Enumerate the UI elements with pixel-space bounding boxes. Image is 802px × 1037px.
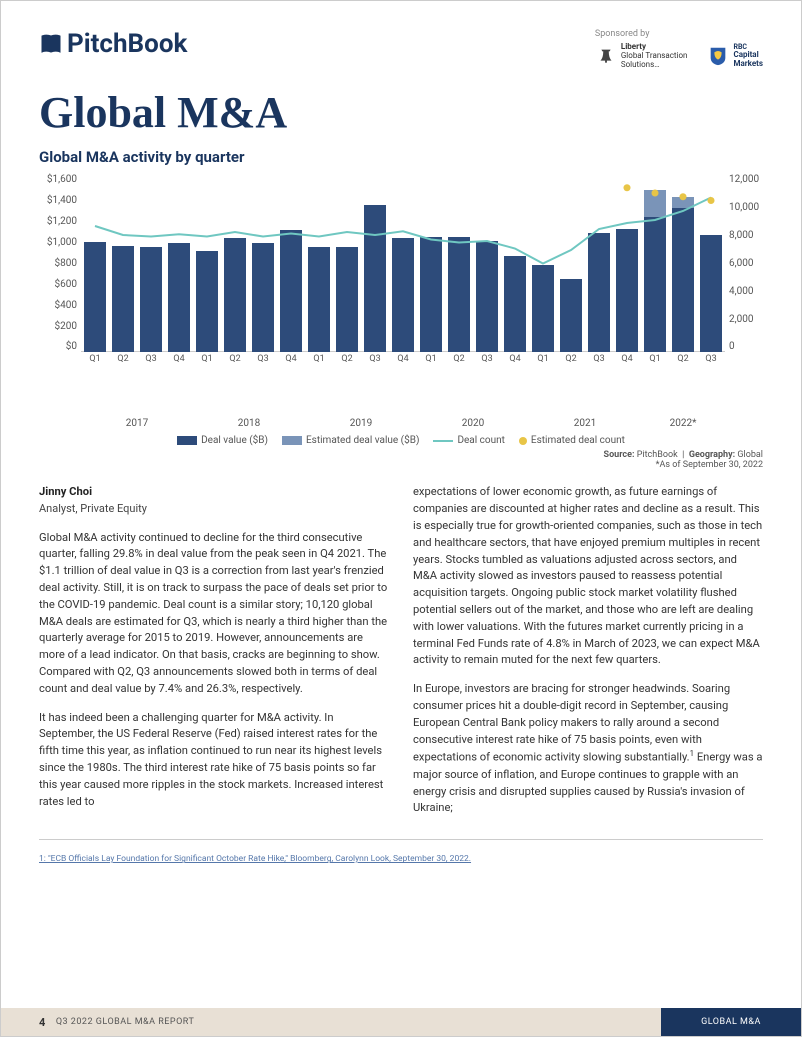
para: It has indeed been a challenging quarter… bbox=[39, 710, 389, 811]
y-axis-left: $1,600$1,400$1,200$1,000$800$600$400$200… bbox=[39, 172, 81, 352]
para: In Europe, investors are bracing for str… bbox=[413, 681, 763, 817]
header: PitchBook Sponsored by Liberty Global Tr… bbox=[39, 29, 763, 69]
plot-area: Q1Q2Q3Q4Q1Q2Q3Q4Q1Q2Q3Q4Q1Q2Q3Q4Q1Q2Q3Q4… bbox=[81, 172, 725, 372]
chart-legend: Deal value ($B) Estimated deal value ($B… bbox=[39, 435, 763, 446]
page-title: Global M&A bbox=[39, 87, 763, 138]
author-name: Jinny Choi bbox=[39, 484, 389, 501]
chart-title: Global M&A activity by quarter bbox=[39, 148, 763, 166]
pitchbook-logo: PitchBook bbox=[39, 29, 187, 59]
chart: $1,600$1,400$1,200$1,000$800$600$400$200… bbox=[39, 172, 763, 402]
sponsors: Sponsored by Liberty Global Transaction … bbox=[595, 29, 763, 69]
y-axis-right: 12,00010,0008,0006,0004,0002,0000 bbox=[725, 172, 763, 352]
sponsor-rbc: RBC Capital Markets bbox=[707, 44, 763, 69]
footnote-section: 1: "ECB Officials Lay Foundation for Sig… bbox=[39, 839, 763, 865]
sponsored-by-label: Sponsored by bbox=[595, 29, 763, 39]
body-text: Jinny Choi Analyst, Private Equity Globa… bbox=[39, 484, 763, 829]
brand-text: PitchBook bbox=[67, 29, 187, 59]
x-axis-quarters: Q1Q2Q3Q4Q1Q2Q3Q4Q1Q2Q3Q4Q1Q2Q3Q4Q1Q2Q3Q4… bbox=[81, 354, 725, 364]
sponsor-liberty: Liberty Global Transaction Solutions… bbox=[595, 43, 688, 69]
footnote: 1: "ECB Officials Lay Foundation for Sig… bbox=[39, 854, 471, 864]
footer-report-name: Q3 2022 GLOBAL M&A REPORT bbox=[56, 1017, 195, 1027]
author-title: Analyst, Private Equity bbox=[39, 501, 389, 518]
footer-section-name: GLOBAL M&A bbox=[661, 1008, 801, 1036]
liberty-bell-icon bbox=[595, 45, 617, 67]
column-left: Jinny Choi Analyst, Private Equity Globa… bbox=[39, 484, 389, 829]
book-icon bbox=[39, 32, 63, 56]
para: Global M&A activity continued to decline… bbox=[39, 530, 389, 698]
page-number: 4 bbox=[39, 1016, 46, 1029]
rbc-shield-icon bbox=[707, 45, 729, 67]
chart-asof: *As of September 30, 2022 bbox=[39, 460, 763, 470]
page-footer: 4 Q3 2022 GLOBAL M&A REPORT GLOBAL M&A bbox=[1, 1008, 801, 1036]
column-right: expectations of lower economic growth, a… bbox=[413, 484, 763, 829]
x-axis-years: 201720182019202020212022* bbox=[81, 418, 725, 429]
para: expectations of lower economic growth, a… bbox=[413, 484, 763, 669]
chart-source: Source: PitchBook | Geography: Global bbox=[39, 450, 763, 460]
